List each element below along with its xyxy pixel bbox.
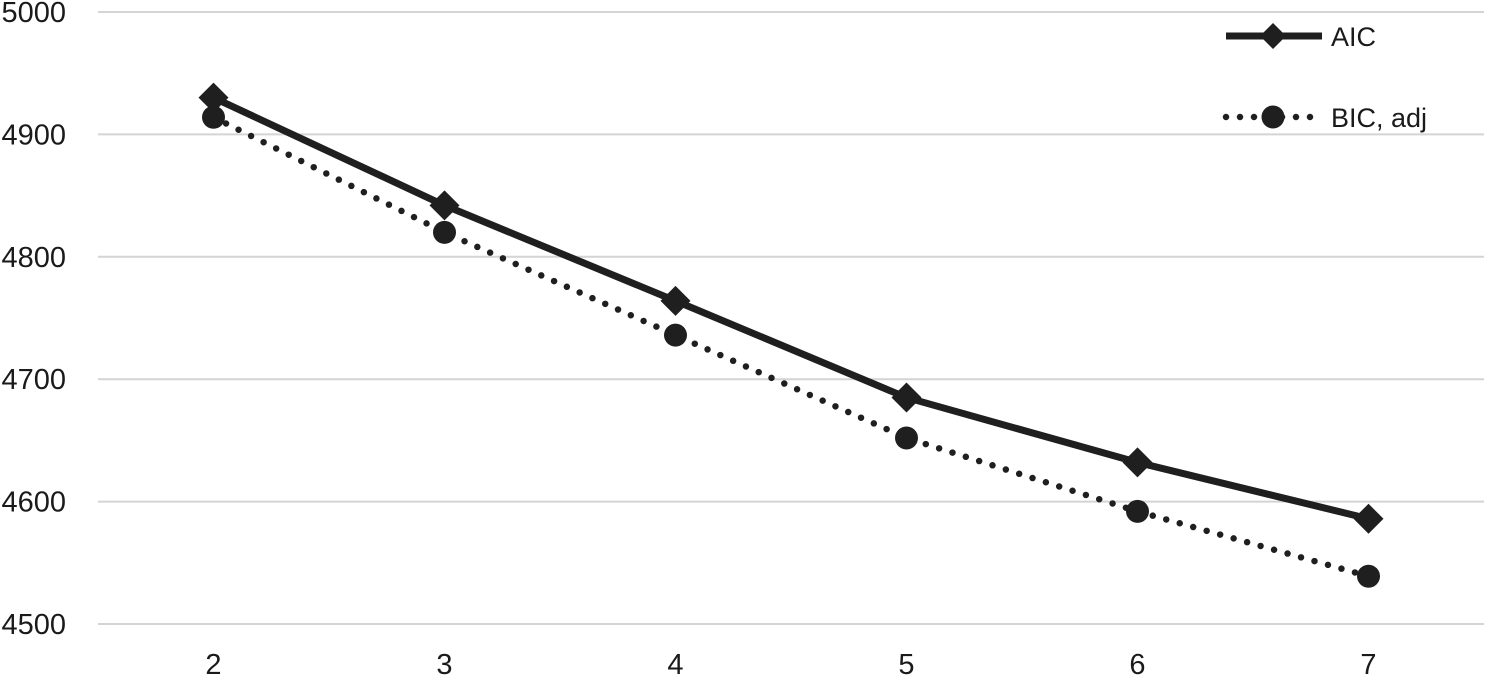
data-point-diamond	[429, 190, 460, 221]
data-point-diamond	[1122, 447, 1153, 478]
y-tick-label: 4600	[1, 487, 66, 519]
x-tick-label: 4	[667, 649, 683, 679]
legend: AIC BIC, adj	[1222, 22, 1427, 133]
data-point-diamond	[660, 285, 691, 316]
series-aic	[198, 82, 1384, 534]
data-point-circle	[1357, 564, 1380, 588]
y-tick-label: 5000	[1, 0, 66, 29]
y-tick-label: 4700	[1, 364, 66, 396]
series-line	[212, 94, 1370, 523]
legend-circle-marker	[1261, 105, 1285, 129]
data-point-diamond	[891, 382, 922, 413]
data-point-circle	[1126, 499, 1149, 523]
legend-diamond-marker	[1260, 23, 1286, 49]
y-tick-label: 4500	[1, 609, 66, 641]
x-axis-tick-labels: 2 3 4 5 6 7	[205, 649, 1376, 679]
legend-item: BIC, adj	[1222, 103, 1427, 133]
legend-label: AIC	[1331, 22, 1376, 52]
legend-item: AIC	[1226, 22, 1376, 52]
x-tick-label: 7	[1360, 649, 1376, 679]
legend-label: BIC, adj	[1331, 103, 1427, 133]
series-group	[198, 82, 1384, 588]
y-tick-label: 4800	[1, 242, 66, 274]
series-bic-adj	[202, 105, 1380, 588]
data-point-circle	[433, 220, 456, 244]
gridlines	[98, 11, 1484, 625]
x-tick-label: 5	[898, 649, 914, 679]
data-point-diamond	[198, 82, 229, 113]
y-tick-label: 4900	[1, 119, 66, 151]
y-axis-tick-labels: 4500 4600 4700 4800 4900 5000	[1, 0, 66, 641]
x-tick-label: 2	[205, 649, 221, 679]
data-point-circle	[895, 426, 918, 450]
data-point-circle	[664, 323, 687, 347]
x-tick-label: 6	[1129, 649, 1145, 679]
x-tick-label: 3	[436, 649, 452, 679]
data-point-diamond	[1353, 503, 1384, 534]
data-point-circle	[202, 105, 225, 129]
